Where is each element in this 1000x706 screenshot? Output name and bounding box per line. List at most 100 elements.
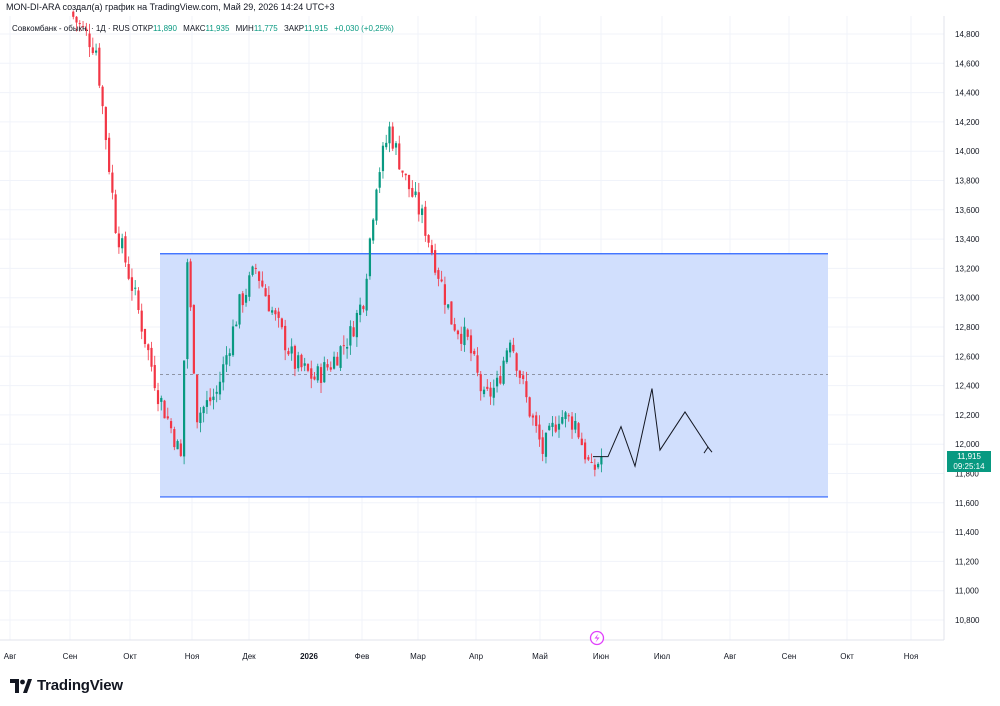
candle-body-up — [323, 362, 326, 383]
candle-body-up — [557, 423, 561, 430]
price-tick-label: 14,600 — [955, 59, 980, 68]
candle-body-down — [336, 356, 339, 366]
candle-body-down — [567, 415, 570, 417]
candle-body-up — [316, 366, 319, 381]
candle-body-down — [173, 429, 176, 448]
chart-author-header: MON-DI-ARA создал(а) график на TradingVi… — [6, 2, 335, 12]
candle-body-down — [570, 416, 574, 430]
candle-body-up — [297, 355, 300, 369]
candle-body-down — [434, 250, 437, 273]
candle-body-up — [561, 417, 564, 424]
candle-body-up — [375, 189, 378, 221]
time-tick-label: Ноя — [904, 652, 919, 661]
candle-body-down — [411, 187, 414, 197]
candle-body-down — [267, 294, 270, 312]
projection-arrowhead — [703, 446, 713, 454]
candle-body-up — [290, 346, 293, 354]
candle-body-up — [505, 350, 508, 363]
candle-body-up — [160, 397, 163, 402]
time-tick-label: Июн — [593, 652, 609, 661]
time-tick-label: 2026 — [300, 652, 318, 661]
candle-body-up — [495, 377, 499, 387]
candle-body-up — [492, 387, 495, 398]
candle-body-down — [241, 293, 244, 306]
candle-body-up — [134, 287, 137, 289]
candle-body-down — [287, 351, 290, 355]
candle-body-down — [91, 47, 94, 53]
candle-body-down — [515, 353, 518, 371]
candle-body-down — [577, 423, 580, 438]
candle-body-down — [196, 374, 199, 423]
candle-body-up — [346, 347, 349, 349]
lightning-icon[interactable] — [589, 630, 605, 646]
price-tick-label: 12,200 — [955, 411, 980, 420]
price-tick-label: 14,400 — [955, 89, 980, 98]
candle-body-down — [424, 206, 427, 236]
price-tick-label: 13,400 — [955, 235, 980, 244]
last-price-badge: 11,915 09:25:14 — [947, 451, 991, 472]
candle-body-down — [590, 461, 593, 463]
candle-body-up — [183, 360, 186, 457]
candle-body-down — [85, 28, 88, 31]
candle-body-down — [310, 368, 313, 379]
candle-body-down — [469, 335, 473, 354]
candle-body-down — [437, 270, 440, 279]
candle-body-down — [512, 344, 515, 352]
range-zone — [160, 253, 828, 498]
candle-body-down — [124, 236, 127, 263]
time-axis[interactable]: Авг Сен Окт Ноя Дек 2026 Фев Мар Апр Май Июн Июл Авг… — [4, 652, 919, 661]
candle-body-up — [332, 356, 336, 369]
candle-body-down — [293, 345, 297, 369]
tradingview-logo[interactable]: TradingView — [10, 677, 123, 694]
price-tick-label: 11,800 — [955, 470, 979, 479]
candle-body-down — [391, 126, 394, 149]
symbol-name[interactable]: Совкомбанк - обыкн. · 1Д · RUS — [12, 24, 130, 33]
candle-body-up — [544, 432, 548, 457]
candle-body-down — [300, 354, 303, 368]
price-axis[interactable]: 10,800 11,000 11,200 11,400 11,600 11,800 12,0… — [955, 30, 980, 625]
tradingview-brand: TradingView — [37, 677, 123, 694]
candle-body-down — [166, 416, 169, 419]
candle-body-down — [593, 464, 596, 470]
candle-body-down — [479, 374, 482, 392]
candle-body-up — [238, 294, 241, 325]
candle-body-down — [264, 288, 267, 297]
candle-body-up — [548, 425, 551, 431]
candle-body-down — [499, 376, 502, 384]
candle-body-down — [489, 387, 492, 397]
candle-body-up — [420, 208, 424, 215]
candle-body-down — [284, 325, 287, 351]
candle-body-down — [538, 424, 541, 440]
candle-body-down — [531, 415, 535, 418]
price-tick-label: 14,800 — [955, 30, 980, 39]
candle-body-down — [535, 415, 538, 427]
candle-body-down — [153, 365, 156, 389]
candle-body-down — [81, 26, 85, 28]
candle-body-up — [231, 326, 235, 356]
candle-body-up — [597, 463, 600, 468]
price-tick-label: 11,600 — [955, 499, 979, 508]
projection-path — [593, 388, 713, 468]
candle-body-up — [186, 262, 189, 360]
candle-body-down — [306, 363, 310, 371]
time-tick-label: Мар — [410, 652, 426, 661]
candle-body-up — [349, 326, 352, 346]
candle-body-down — [580, 438, 583, 446]
symbol-ohlc-line: Совкомбанк - обыкн. · 1Д · RUS ОТКР11,89… — [12, 24, 398, 33]
candle-body-up — [355, 312, 358, 338]
candle-body-up — [271, 310, 274, 313]
open-label: ОТКР — [131, 24, 154, 33]
candle-body-down — [541, 437, 544, 454]
candle-body-up — [378, 172, 381, 188]
candle-body-up — [359, 304, 362, 316]
candle-body-up — [222, 364, 225, 383]
candle-body-up — [202, 406, 205, 414]
candle-body-up — [212, 396, 215, 401]
candle-body-up — [303, 363, 306, 366]
candle-body-down — [456, 330, 460, 335]
candle-body-down — [522, 375, 525, 380]
candle-body-down — [453, 324, 456, 331]
close-label: ЗАКР — [283, 24, 305, 33]
candle-body-down — [156, 390, 160, 405]
